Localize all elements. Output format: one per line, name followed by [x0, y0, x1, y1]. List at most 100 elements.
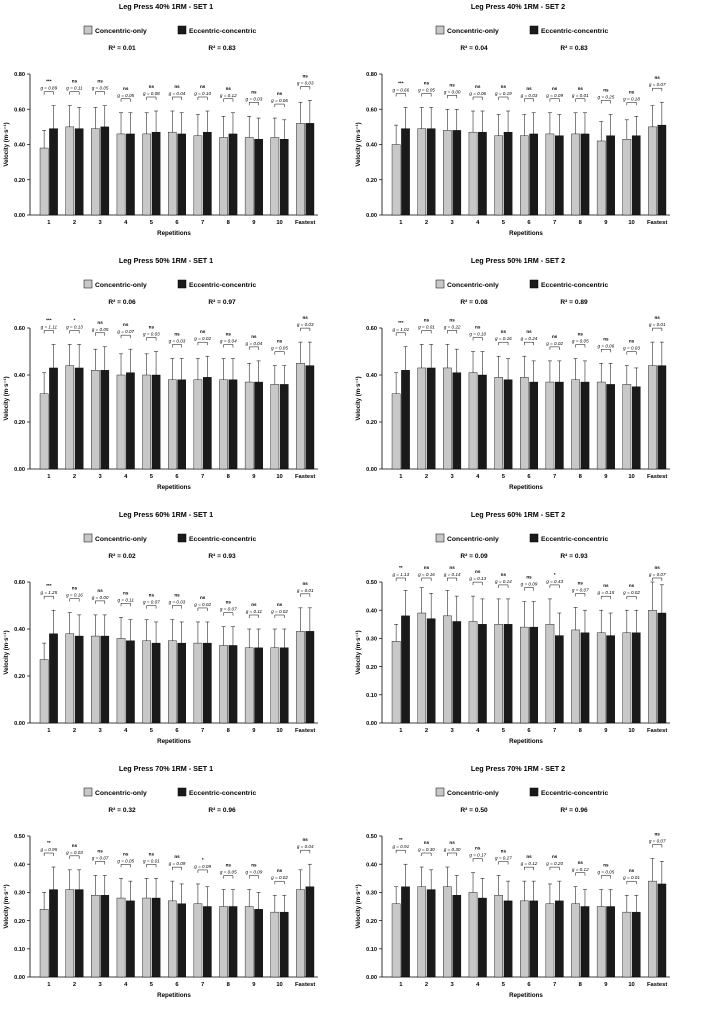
- effect-size-label: g = 0.14: [444, 572, 461, 577]
- legend-swatch-eccentric: [177, 533, 187, 543]
- significance-label: ns: [603, 336, 609, 341]
- effect-size-label: g = 0.09: [246, 870, 263, 875]
- x-tick-label: 9: [252, 474, 256, 480]
- bar-concentric: [167, 640, 177, 724]
- x-tick-label: 3: [98, 982, 102, 988]
- bar-eccentric: [503, 624, 513, 724]
- bar-concentric: [39, 659, 49, 724]
- x-tick-label: 7: [553, 474, 556, 480]
- significance-bracket: [43, 91, 54, 95]
- x-tick-label: 1: [47, 220, 51, 226]
- effect-size-label: g = 0.09: [169, 861, 186, 866]
- significance-bracket: [447, 95, 458, 99]
- bar-eccentric: [426, 618, 436, 724]
- bar-eccentric: [254, 909, 263, 978]
- bar-concentric: [391, 393, 401, 470]
- significance-bracket: [421, 577, 432, 581]
- x-tick-label: 5: [502, 728, 506, 734]
- bar-eccentric: [177, 642, 187, 724]
- bar-eccentric: [126, 133, 135, 216]
- bar-eccentric: [49, 367, 58, 470]
- legend-label-concentric: Concentric-only: [95, 282, 147, 289]
- x-tick-label: 10: [628, 982, 634, 988]
- bar-concentric: [417, 886, 427, 978]
- significance-bracket: [626, 595, 637, 600]
- bar-concentric: [116, 133, 126, 216]
- y-tick-label: 0.60: [14, 580, 25, 586]
- significance-label: ns: [629, 868, 635, 873]
- x-tick-label: 8: [579, 728, 583, 734]
- significance-label: ns: [449, 565, 455, 570]
- significance-label: ns: [174, 593, 180, 598]
- x-tick-label: 8: [227, 220, 231, 226]
- x-tick-label: 8: [227, 474, 231, 480]
- significance-bracket: [549, 584, 560, 588]
- chart-panel: Leg Press 70% 1RM - SET 2 Concentric-only…: [355, 764, 670, 999]
- bar-eccentric: [203, 906, 212, 978]
- x-tick-label: 7: [553, 728, 556, 734]
- effect-size-label: g = 0.03: [66, 850, 83, 855]
- x-tick-label: 5: [150, 982, 154, 988]
- bar-concentric: [167, 379, 177, 470]
- significance-bracket: [248, 102, 259, 106]
- significance-bracket: [120, 334, 131, 339]
- effect-size-label: g = 0.16: [66, 593, 83, 598]
- significance-bracket: [172, 866, 182, 871]
- legend-swatch-eccentric: [529, 25, 539, 35]
- bar-concentric: [142, 640, 151, 724]
- effect-size-label: g = 0.02: [271, 875, 288, 880]
- x-tick-label: 7: [553, 220, 556, 226]
- legend-swatch-eccentric: [177, 25, 187, 35]
- significance-label: ns: [424, 565, 430, 570]
- significance-label: ***: [46, 79, 52, 84]
- significance-bracket: [43, 595, 54, 600]
- r2-concentric: R² = 0.01: [108, 45, 136, 52]
- effect-size-label: g = 0.02: [194, 602, 211, 607]
- effect-size-label: g = 0.05: [117, 858, 134, 863]
- significance-bracket: [95, 861, 106, 865]
- x-tick-label: 10: [628, 474, 634, 480]
- bar-concentric: [270, 911, 280, 978]
- legend-swatch-eccentric: [177, 279, 187, 289]
- bar-eccentric: [177, 903, 187, 978]
- bar-eccentric: [529, 133, 539, 216]
- x-tick-label: 4: [124, 220, 128, 226]
- significance-label: ns: [629, 339, 635, 344]
- legend-swatch-concentric: [83, 279, 93, 289]
- bar-eccentric: [529, 900, 539, 978]
- y-tick-label: 0.60: [14, 107, 25, 113]
- significance-bracket: [43, 852, 54, 857]
- bar-eccentric: [305, 123, 315, 216]
- significance-bracket: [498, 861, 509, 865]
- x-tick-label: 2: [73, 982, 76, 988]
- legend-label-eccentric: Eccentric-concentric: [541, 790, 608, 797]
- bar-concentric: [622, 139, 632, 216]
- chart-panel: Leg Press 40% 1RM - SET 1 Concentric-only…: [3, 2, 318, 237]
- effect-size-label: g = 0.16: [418, 572, 435, 577]
- y-tick-label: 0.00: [14, 467, 25, 473]
- x-tick-label: 6: [175, 474, 179, 480]
- r2-eccentric: R² = 0.93: [560, 553, 588, 560]
- significance-bracket: [300, 593, 311, 597]
- significance-bracket: [652, 844, 663, 848]
- significance-bracket: [274, 614, 285, 618]
- significance-label: ns: [302, 837, 308, 842]
- effect-size-label: g = 0.66: [392, 87, 409, 92]
- y-tick-label: 0.20: [14, 674, 25, 680]
- chart-title: Leg Press 50% 1RM - SET 2: [471, 256, 565, 265]
- bar-concentric: [270, 137, 280, 216]
- bar-concentric: [116, 638, 126, 724]
- effect-size-label: g = 0.14: [495, 579, 512, 584]
- chart-title: Leg Press 60% 1RM - SET 2: [471, 510, 565, 519]
- bar-eccentric: [631, 386, 641, 470]
- x-tick-label: 8: [579, 982, 583, 988]
- x-tick-label: 5: [502, 220, 506, 226]
- bar-eccentric: [503, 379, 513, 470]
- x-tick-label: 4: [476, 220, 480, 226]
- effect-size-label: g = 0.11: [246, 609, 263, 614]
- legend-swatch-concentric: [435, 533, 445, 543]
- x-tick-label: 4: [476, 728, 480, 734]
- y-tick-label: 0.40: [366, 862, 377, 868]
- significance-label: ns: [526, 575, 532, 580]
- bar-concentric: [91, 895, 100, 978]
